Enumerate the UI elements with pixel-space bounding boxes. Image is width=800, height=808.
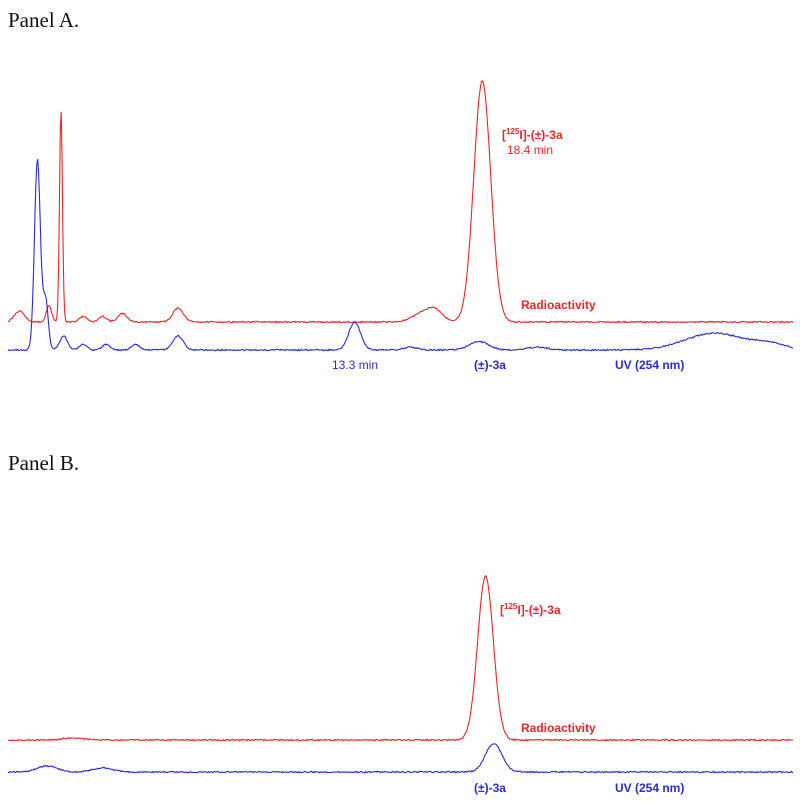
panel-b-radioactivity-trace [7, 575, 794, 742]
panel-b-radioactivity-label: Radioactivity [521, 721, 596, 735]
panel-a-radioactivity-trace [8, 80, 794, 324]
panel-a-title: Panel A. [8, 8, 80, 32]
panel-b-uv-label: UV (254 nm) [615, 781, 684, 795]
panel-a-peak-compound-label: [125I]-(±)-3a [502, 127, 563, 142]
panel-b-title: Panel B. [8, 451, 80, 475]
panel-b-peak-compound-label: [125I]-(±)-3a [500, 602, 561, 617]
panel-b-traces [7, 575, 794, 774]
panel-b-uv-trace [7, 743, 794, 774]
panel-a-uv-label: UV (254 nm) [615, 358, 684, 372]
panel-a-retention-time-uv: 13.3 min [332, 358, 378, 372]
panel-a-radioactivity-label: Radioactivity [521, 298, 596, 312]
panel-a-retention-time-radio: 18.4 min [507, 143, 553, 157]
panel-a-uv-compound-label: (±)-3a [474, 358, 506, 372]
panel-b-uv-compound-label: (±)-3a [474, 781, 506, 795]
panel-a-traces [7, 80, 794, 352]
panel-a-uv-trace [7, 159, 794, 352]
